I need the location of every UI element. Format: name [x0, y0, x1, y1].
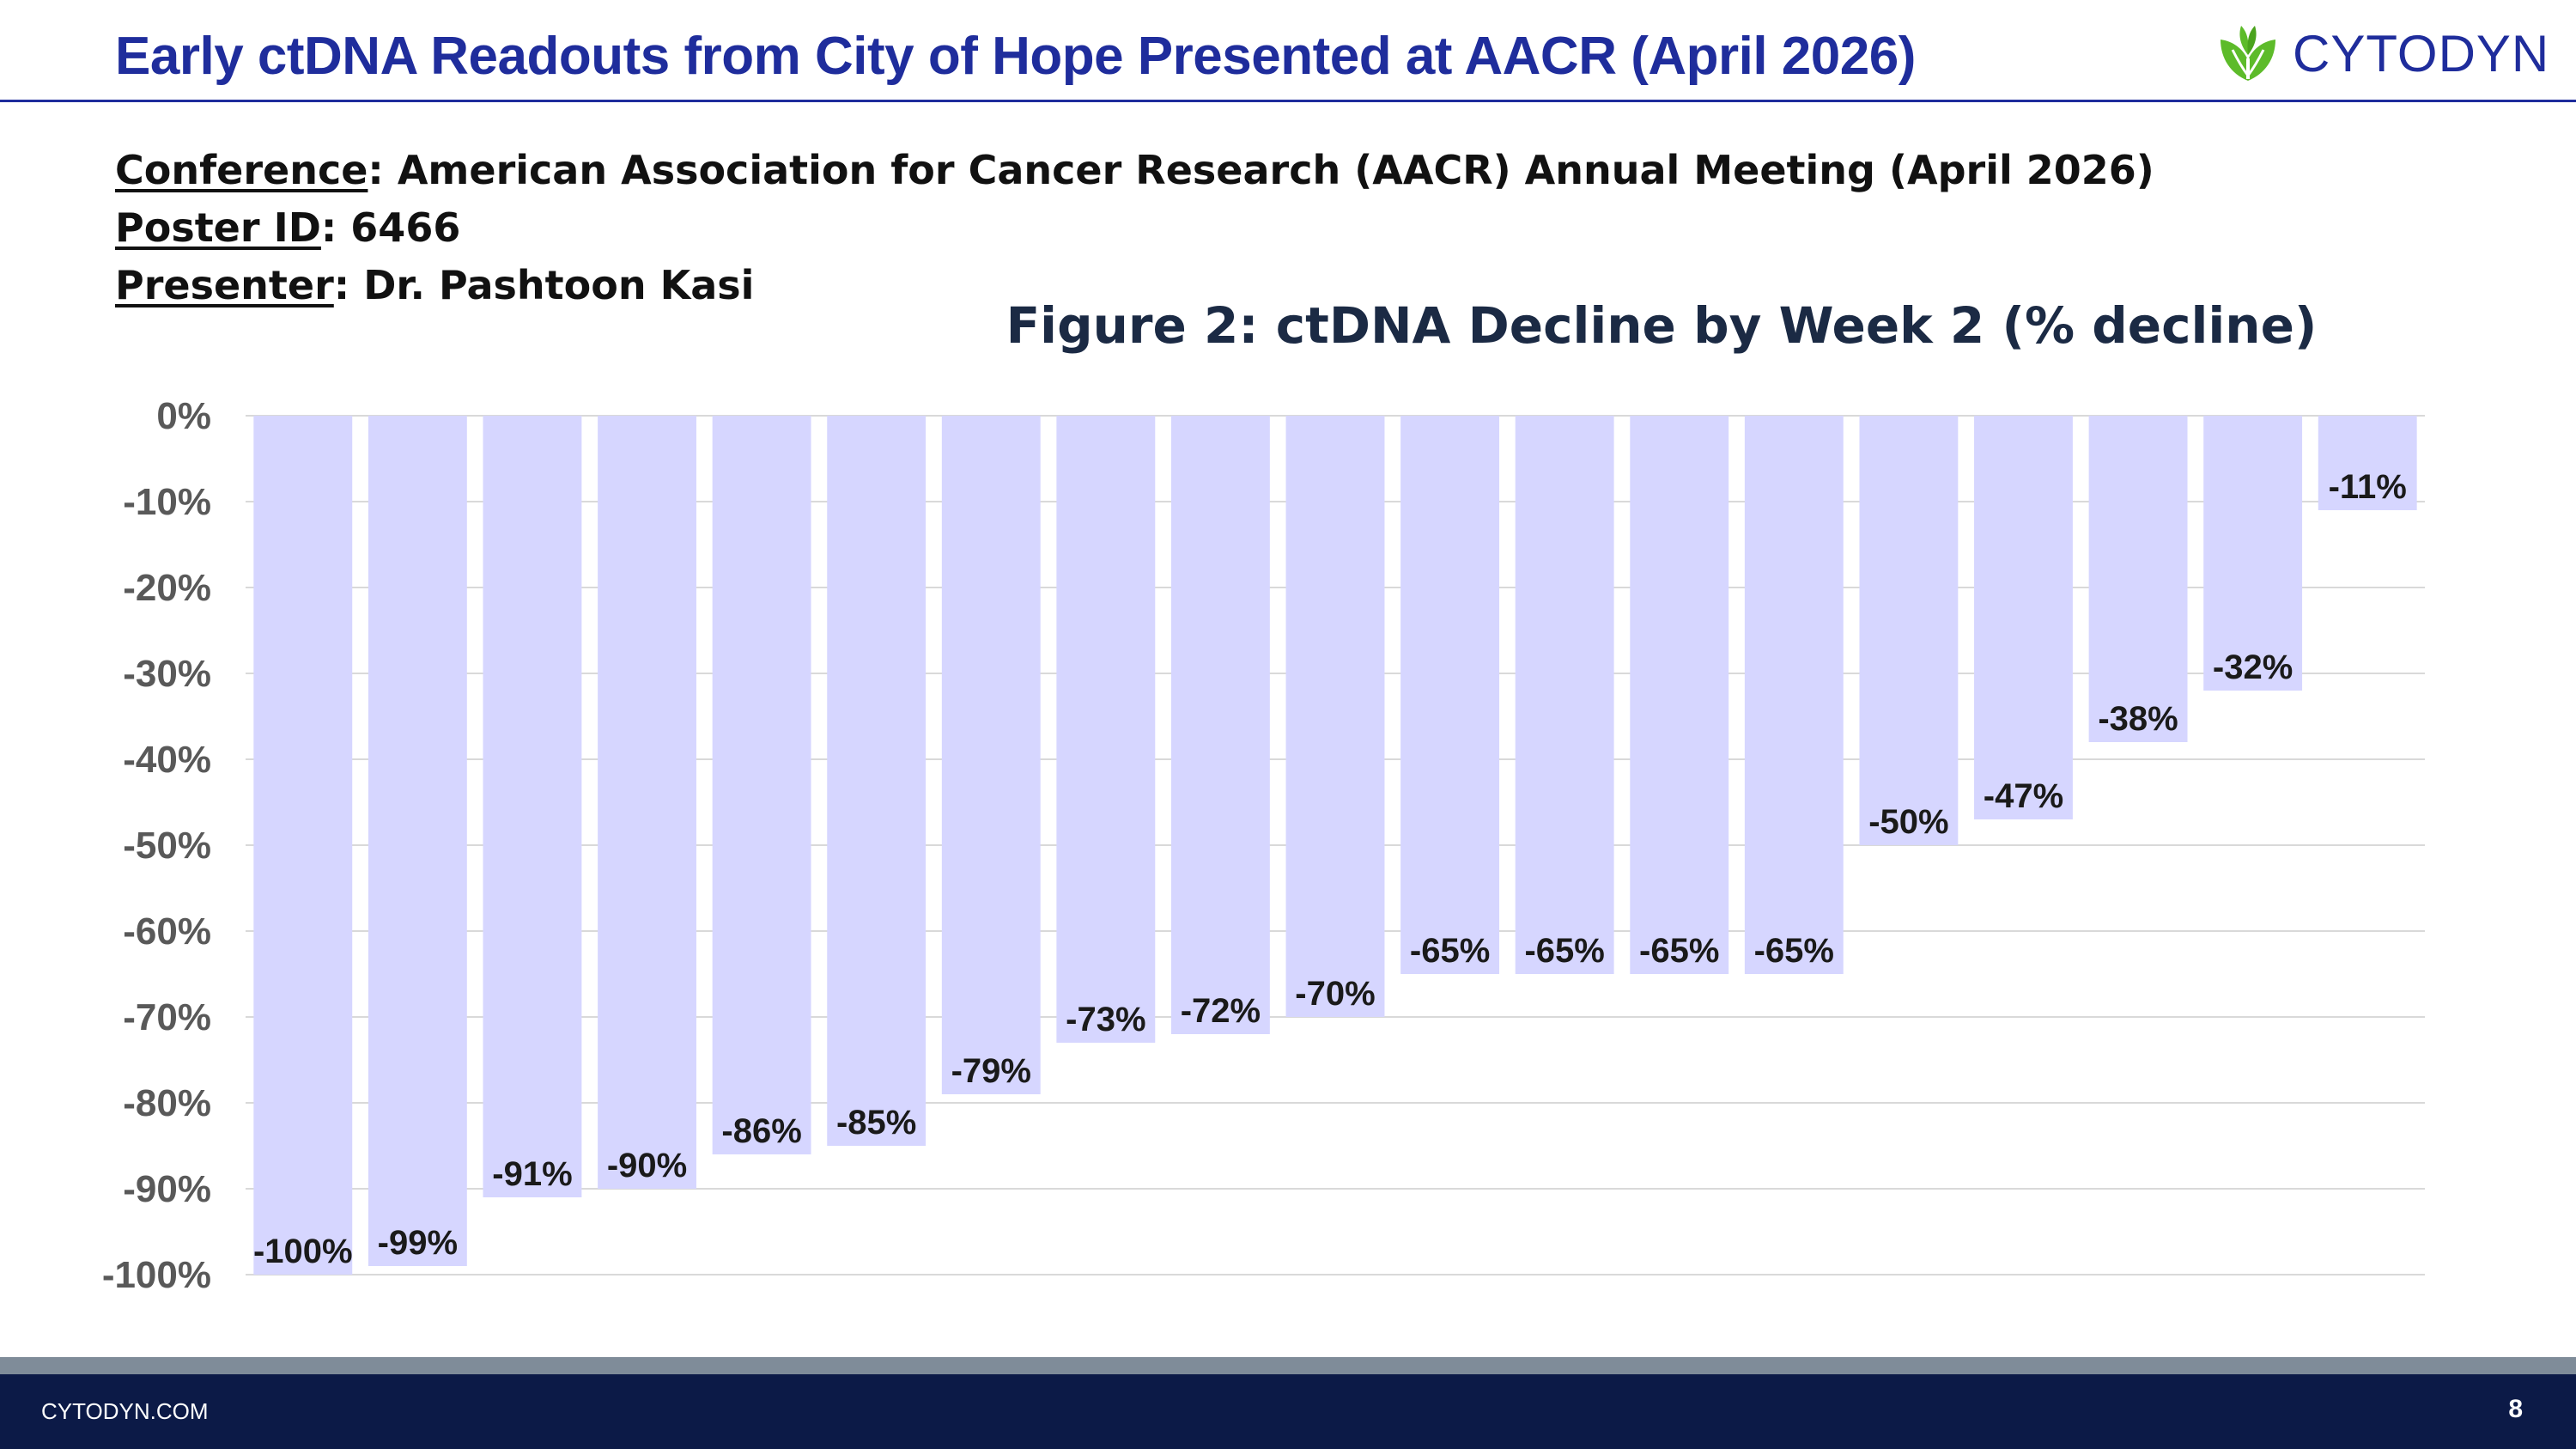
y-tick-label: -20%: [123, 567, 211, 609]
bar-data-label: -85%: [836, 1104, 916, 1142]
poster-id-line: Poster ID: 6466: [115, 199, 2154, 257]
presenter-value: : Dr. Pashtoon Kasi: [333, 262, 755, 308]
y-tick-label: -30%: [123, 653, 211, 695]
y-tick-label: 0%: [156, 395, 211, 437]
y-tick-label: -70%: [123, 996, 211, 1038]
chart-bar: [2088, 416, 2188, 742]
y-axis-ticks: 0% -10% -20% -30% -40% -50% -60% -70% -80% -90% -1…: [102, 395, 211, 1296]
footer: [0, 1374, 2576, 1449]
conference-key: Conference: [115, 147, 368, 193]
bar-data-label: -72%: [1181, 992, 1261, 1030]
chart-bar: [2318, 416, 2417, 510]
chart-bar: [368, 416, 467, 1266]
chart-bars: [253, 416, 2417, 1275]
y-tick-label: -80%: [123, 1082, 211, 1124]
chart-bar: [1859, 416, 1959, 845]
poster-id-key: Poster ID: [115, 204, 321, 251]
chart-bar: [1974, 416, 2073, 819]
chart-bar: [2203, 416, 2303, 691]
bar-data-label: -11%: [2329, 468, 2407, 506]
chart-bar: [253, 416, 353, 1275]
chart-bar: [598, 416, 696, 1189]
chart-bar: [1170, 416, 1270, 1034]
bar-data-label: -38%: [2098, 700, 2178, 738]
y-tick-label: -10%: [123, 481, 211, 523]
chart-bar: [1285, 416, 1385, 1017]
y-tick-label: -60%: [123, 910, 211, 953]
y-tick-label: -100%: [102, 1254, 211, 1296]
footer-website: CYTODYN.COM: [41, 1398, 209, 1424]
chart-bar: [941, 416, 1041, 1094]
bar-data-label: -65%: [1410, 932, 1490, 970]
bar-data-label: -70%: [1295, 975, 1375, 1013]
poster-info: Conference: American Association for Can…: [115, 142, 2154, 314]
chart-data-labels: -100% -99% -91% -90% -86% -85% -79% -73% -72% -70…: [253, 468, 2407, 1270]
bar-data-label: -100%: [253, 1233, 353, 1270]
page-number: 8: [2508, 1395, 2523, 1423]
conference-line: Conference: American Association for Can…: [115, 142, 2154, 199]
bar-data-label: -91%: [492, 1155, 572, 1193]
page-title: Early ctDNA Readouts from City of Hope P…: [115, 27, 1916, 86]
header-divider: [0, 100, 2576, 102]
chart-bar: [1744, 416, 1844, 974]
chart-bar: [1630, 416, 1729, 974]
leaf-logo-icon: [2221, 26, 2275, 81]
poster-id-value: : 6466: [320, 204, 461, 251]
bar-data-label: -65%: [1754, 932, 1834, 970]
conference-value: : American Association for Cancer Resear…: [368, 147, 2154, 193]
cytodyn-logo: CYTODYN: [2215, 19, 2549, 88]
bar-data-label: -73%: [1066, 1001, 1145, 1038]
bar-data-label: -79%: [951, 1052, 1031, 1090]
bar-data-label: -65%: [1639, 932, 1719, 970]
y-tick-label: -50%: [123, 825, 211, 867]
presenter-key: Presenter: [115, 262, 334, 308]
bar-data-label: -65%: [1524, 932, 1604, 970]
chart-bar: [712, 416, 811, 1154]
bar-data-label: -47%: [1984, 777, 2063, 815]
chart-bar: [827, 416, 927, 1146]
chart-bar: [1515, 416, 1614, 974]
chart-bar: [1056, 416, 1156, 1043]
chart-title: Figure 2: ctDNA Decline by Week 2 (% dec…: [1005, 296, 2318, 355]
chart-bar: [483, 416, 582, 1197]
chart-bar: [1400, 416, 1500, 974]
logo-wordmark: CYTODYN: [2293, 24, 2550, 82]
y-tick-label: -90%: [123, 1168, 211, 1210]
bar-data-label: -50%: [1868, 803, 1948, 841]
bar-data-label: -32%: [2213, 648, 2293, 686]
bar-data-label: -86%: [721, 1112, 801, 1150]
presenter-line: Presenter: Dr. Pashtoon Kasi: [115, 257, 2154, 314]
bar-data-label: -90%: [607, 1147, 687, 1184]
bar-data-label: -99%: [378, 1224, 458, 1262]
footer-band: [0, 1357, 2576, 1374]
y-tick-label: -40%: [123, 739, 211, 781]
